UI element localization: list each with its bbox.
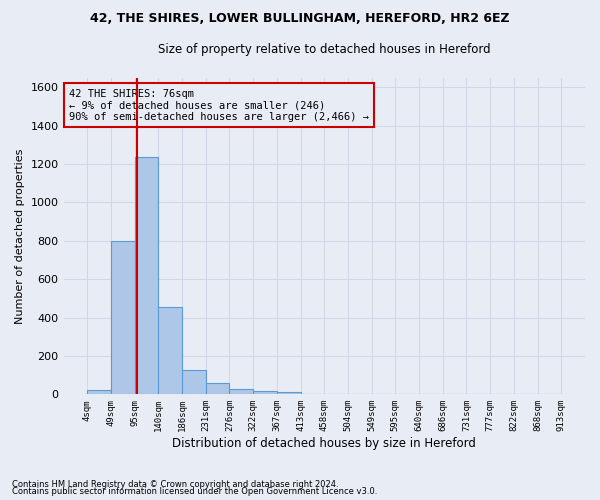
Bar <box>111 240 134 394</box>
Bar <box>277 392 301 394</box>
Text: 42, THE SHIRES, LOWER BULLINGHAM, HEREFORD, HR2 6EZ: 42, THE SHIRES, LOWER BULLINGHAM, HEREFO… <box>90 12 510 26</box>
X-axis label: Distribution of detached houses by size in Hereford: Distribution of detached houses by size … <box>172 437 476 450</box>
Text: Contains public sector information licensed under the Open Government Licence v3: Contains public sector information licen… <box>12 487 377 496</box>
Y-axis label: Number of detached properties: Number of detached properties <box>15 148 25 324</box>
Text: Contains HM Land Registry data © Crown copyright and database right 2024.: Contains HM Land Registry data © Crown c… <box>12 480 338 489</box>
Bar <box>87 390 111 394</box>
Bar <box>229 389 253 394</box>
Bar <box>253 391 277 394</box>
Bar <box>134 157 158 394</box>
Bar <box>158 307 182 394</box>
Text: 42 THE SHIRES: 76sqm
← 9% of detached houses are smaller (246)
90% of semi-detac: 42 THE SHIRES: 76sqm ← 9% of detached ho… <box>69 88 369 122</box>
Title: Size of property relative to detached houses in Hereford: Size of property relative to detached ho… <box>158 42 491 56</box>
Bar <box>206 383 229 394</box>
Bar <box>182 370 206 394</box>
